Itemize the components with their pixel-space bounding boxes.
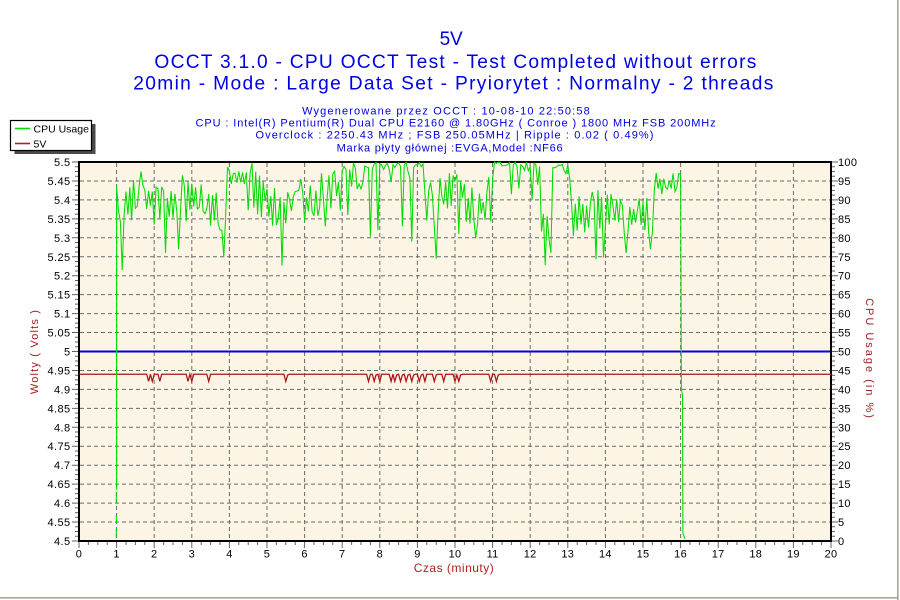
svg-text:18: 18 bbox=[749, 549, 762, 561]
svg-text:19: 19 bbox=[787, 549, 800, 561]
svg-text:30: 30 bbox=[838, 422, 851, 434]
svg-text:5: 5 bbox=[64, 347, 71, 359]
svg-text:Czas (minuty): Czas (minuty) bbox=[414, 561, 495, 575]
svg-text:17: 17 bbox=[712, 549, 725, 561]
svg-text:4.7: 4.7 bbox=[54, 460, 71, 472]
svg-text:Overclock : 2250.43 MHz ; FSB: Overclock : 2250.43 MHz ; FSB 250.05MHz … bbox=[255, 130, 654, 142]
svg-text:5.3: 5.3 bbox=[54, 233, 71, 245]
svg-text:4.8: 4.8 bbox=[54, 422, 71, 434]
svg-text:12: 12 bbox=[524, 549, 537, 561]
svg-text:11: 11 bbox=[487, 549, 499, 561]
svg-text:85: 85 bbox=[838, 214, 851, 226]
svg-text:5V: 5V bbox=[440, 29, 463, 50]
svg-text:4: 4 bbox=[226, 549, 232, 561]
svg-text:OCCT 3.1.0 - CPU OCCT Test - T: OCCT 3.1.0 - CPU OCCT Test - Test Comple… bbox=[154, 52, 757, 73]
svg-text:4.95: 4.95 bbox=[47, 365, 70, 377]
svg-text:25: 25 bbox=[838, 441, 851, 453]
svg-text:0: 0 bbox=[76, 549, 82, 561]
svg-text:CPU Usage: CPU Usage bbox=[34, 124, 90, 136]
svg-text:9: 9 bbox=[414, 549, 420, 561]
svg-text:5.1: 5.1 bbox=[54, 309, 71, 321]
svg-text:5.15: 5.15 bbox=[47, 290, 70, 302]
svg-text:100: 100 bbox=[838, 157, 857, 169]
svg-text:60: 60 bbox=[838, 309, 851, 321]
svg-text:15: 15 bbox=[838, 479, 851, 491]
svg-text:0: 0 bbox=[838, 536, 844, 548]
svg-text:15: 15 bbox=[637, 549, 650, 561]
svg-text:8: 8 bbox=[377, 549, 383, 561]
svg-text:70: 70 bbox=[838, 271, 851, 283]
svg-text:7: 7 bbox=[339, 549, 345, 561]
svg-text:4.9: 4.9 bbox=[54, 384, 71, 396]
svg-text:CPU Usage (in %): CPU Usage (in %) bbox=[863, 298, 875, 420]
svg-text:5.4: 5.4 bbox=[54, 195, 71, 207]
svg-text:20: 20 bbox=[825, 549, 838, 561]
svg-text:16: 16 bbox=[674, 549, 687, 561]
svg-text:6: 6 bbox=[301, 549, 307, 561]
svg-text:Wygenerowane przez OCCT : 10-0: Wygenerowane przez OCCT : 10-08-10 22:50… bbox=[302, 105, 591, 117]
svg-text:35: 35 bbox=[838, 403, 851, 415]
svg-text:5: 5 bbox=[264, 549, 270, 561]
svg-text:75: 75 bbox=[838, 252, 851, 264]
svg-text:5: 5 bbox=[838, 517, 844, 529]
svg-text:4.85: 4.85 bbox=[47, 403, 70, 415]
svg-text:4.6: 4.6 bbox=[54, 498, 71, 510]
svg-text:45: 45 bbox=[838, 365, 851, 377]
svg-text:80: 80 bbox=[838, 233, 851, 245]
svg-text:CPU : Intel(R) Pentium(R) Dual: CPU : Intel(R) Pentium(R) Dual CPU E2160… bbox=[196, 117, 717, 129]
svg-text:2: 2 bbox=[151, 549, 157, 561]
svg-text:65: 65 bbox=[838, 290, 851, 302]
svg-text:5.45: 5.45 bbox=[47, 176, 70, 188]
svg-text:5.25: 5.25 bbox=[47, 252, 70, 264]
svg-text:20: 20 bbox=[838, 460, 851, 472]
svg-text:5.35: 5.35 bbox=[47, 214, 70, 226]
svg-text:1: 1 bbox=[113, 549, 119, 561]
svg-text:4.65: 4.65 bbox=[47, 479, 70, 491]
svg-text:Wolty ( Volts ): Wolty ( Volts ) bbox=[29, 309, 41, 394]
svg-text:Marka płyty głównej :EVGA,Mode: Marka płyty głównej :EVGA,Model :NF66 bbox=[337, 143, 564, 155]
svg-text:55: 55 bbox=[838, 328, 851, 340]
svg-text:10: 10 bbox=[838, 498, 851, 510]
svg-text:5.2: 5.2 bbox=[54, 271, 71, 283]
svg-text:50: 50 bbox=[838, 347, 851, 359]
svg-text:10: 10 bbox=[449, 549, 462, 561]
svg-text:4.75: 4.75 bbox=[47, 441, 70, 453]
svg-text:14: 14 bbox=[599, 549, 612, 561]
svg-text:5V: 5V bbox=[34, 139, 47, 151]
svg-text:5.05: 5.05 bbox=[47, 328, 70, 340]
svg-text:5.5: 5.5 bbox=[54, 157, 71, 169]
svg-text:4.55: 4.55 bbox=[47, 517, 70, 529]
svg-text:90: 90 bbox=[838, 195, 851, 207]
svg-text:4.5: 4.5 bbox=[54, 536, 71, 548]
svg-text:13: 13 bbox=[561, 549, 574, 561]
svg-text:20min - Mode : Large Data Set: 20min - Mode : Large Data Set - Pryioryt… bbox=[133, 73, 774, 94]
svg-text:3: 3 bbox=[189, 549, 195, 561]
svg-text:95: 95 bbox=[838, 176, 851, 188]
svg-text:40: 40 bbox=[838, 384, 851, 396]
